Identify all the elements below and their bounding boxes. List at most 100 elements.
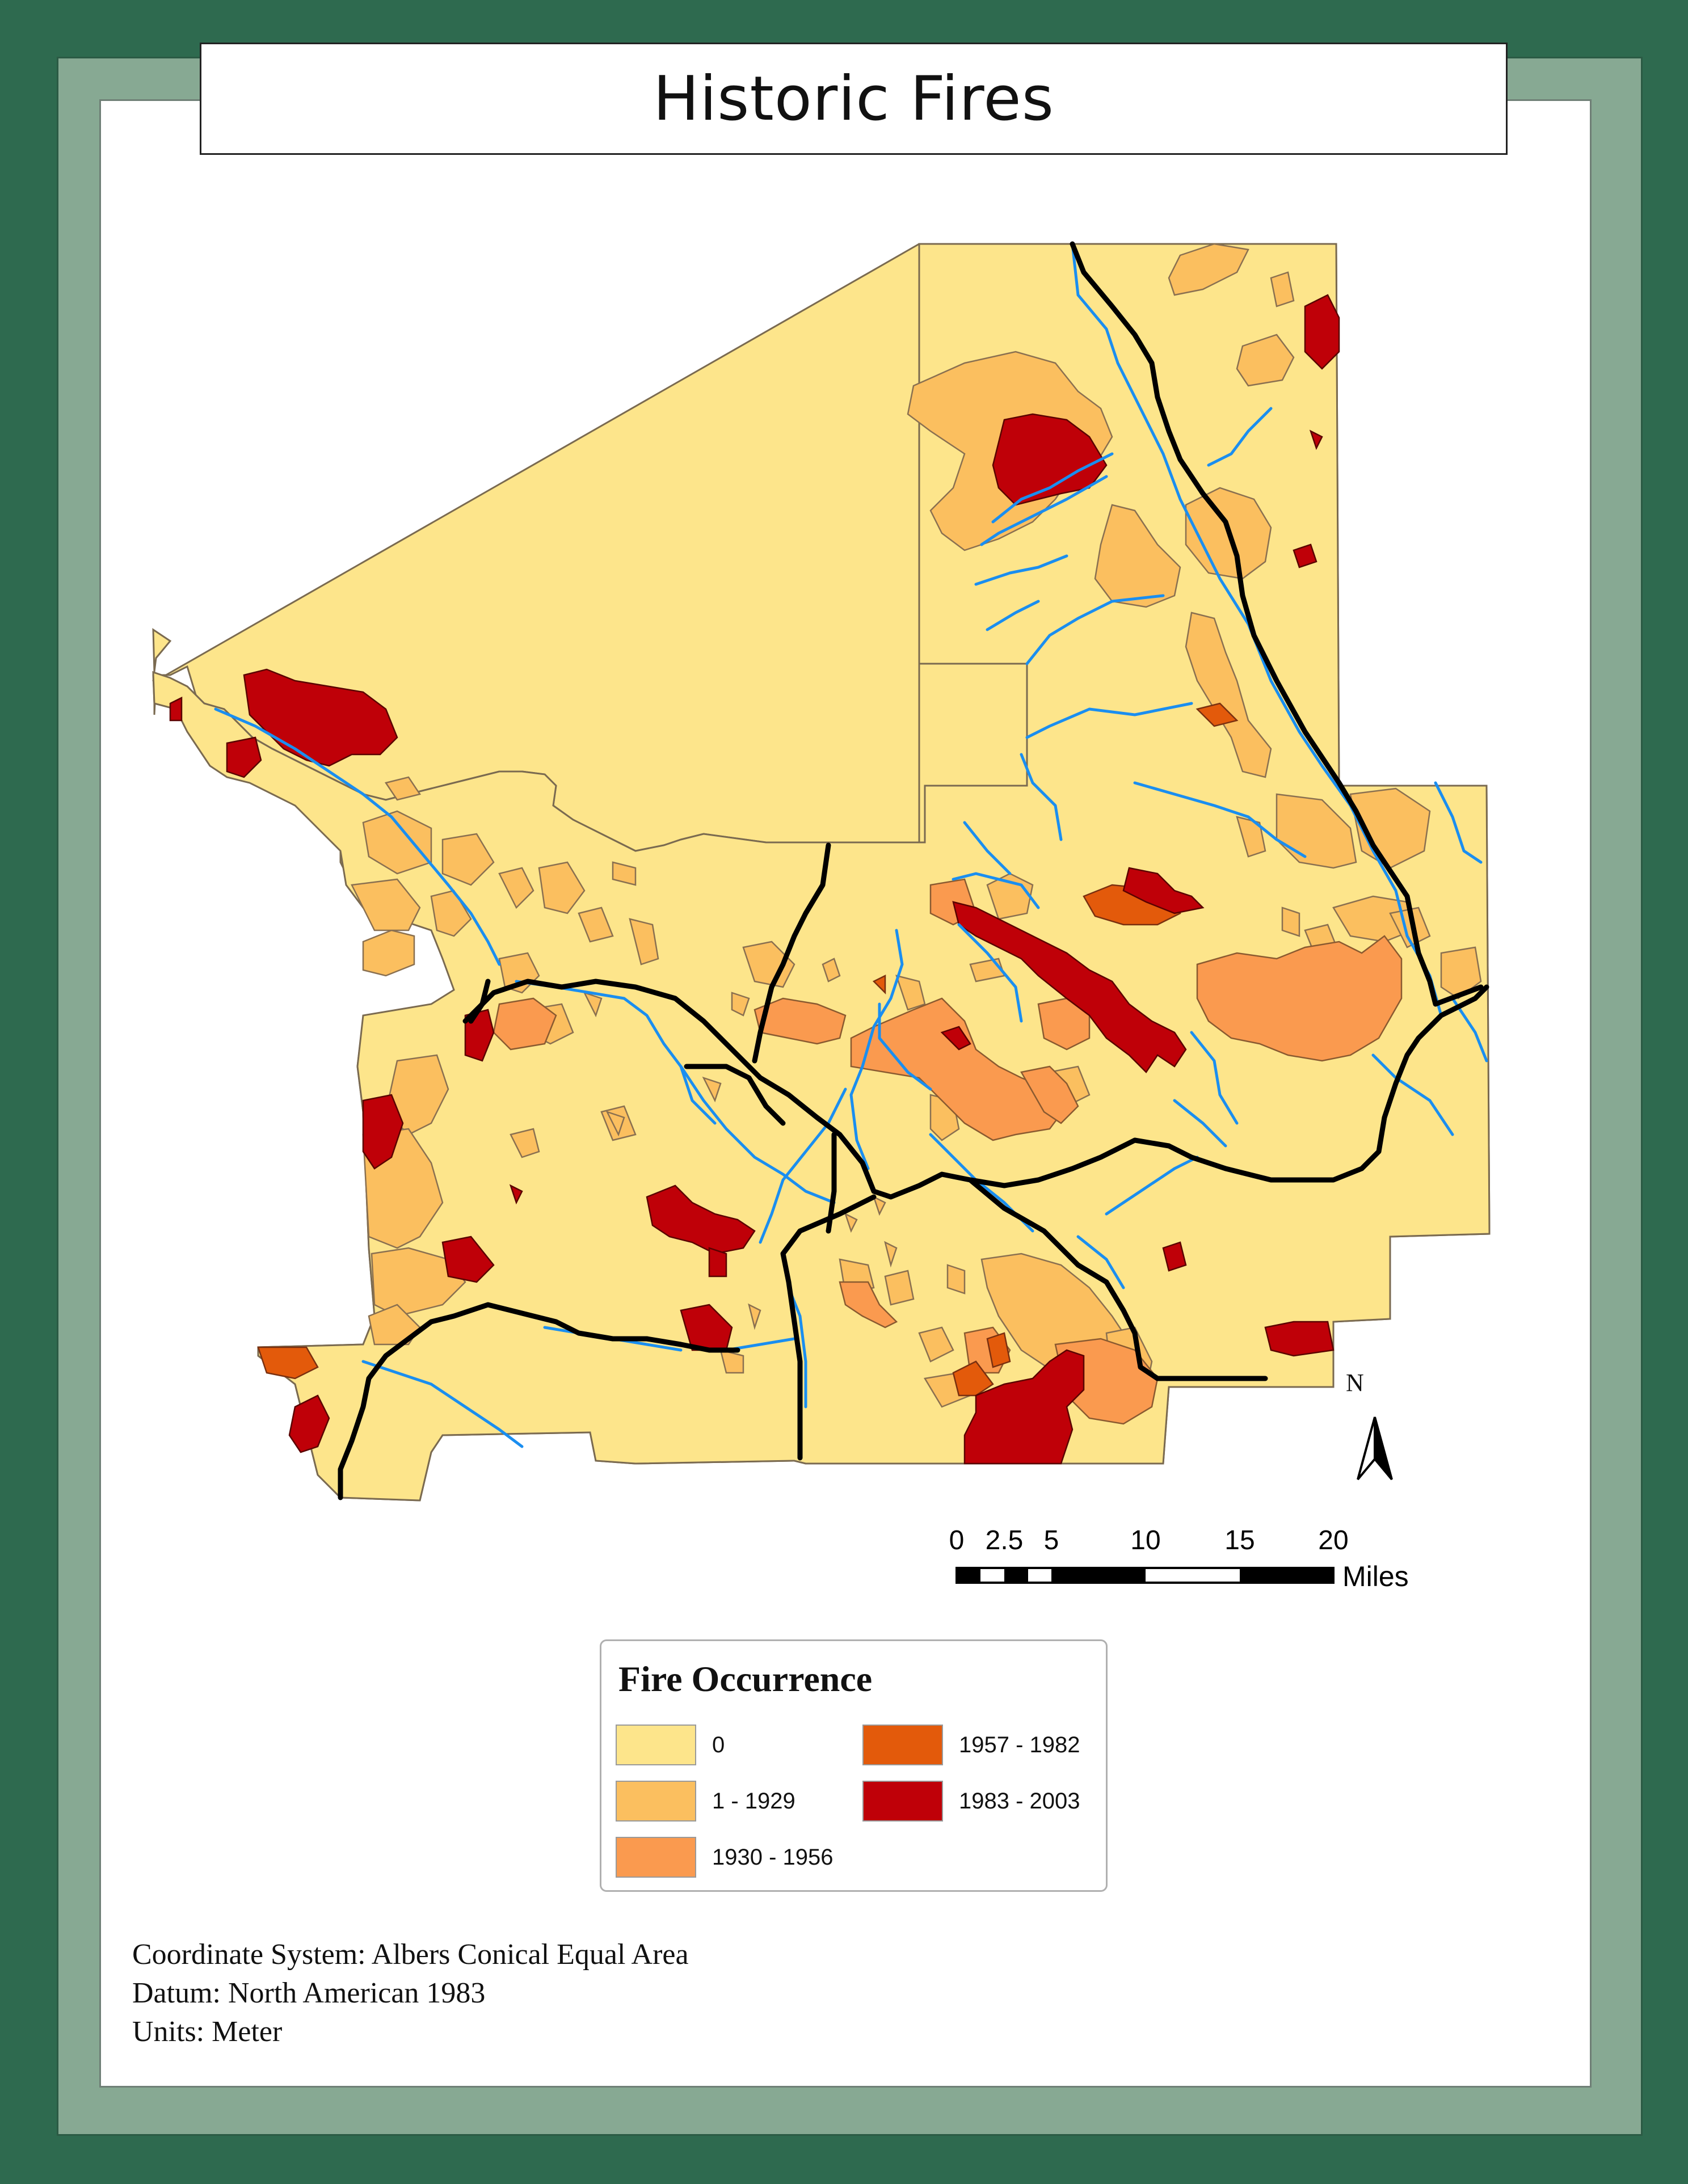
fire-polygon — [1094, 504, 1181, 608]
river — [1207, 407, 1273, 467]
fire-polygon — [538, 861, 586, 914]
fire-polygon — [578, 907, 614, 943]
fire-polygon — [731, 992, 750, 1017]
fire-polygon — [940, 1026, 971, 1051]
highway — [684, 1064, 786, 1126]
legend-item: 1 - 1929 — [616, 1781, 795, 1822]
legend-item: 1957 - 1982 — [862, 1725, 1080, 1765]
fire-zones-1983-2003 — [169, 294, 1340, 1465]
scale-bar-segment — [1240, 1568, 1333, 1583]
legend-label: 1957 - 1982 — [959, 1732, 1080, 1757]
river — [787, 1286, 807, 1409]
legend-label: 1983 - 2003 — [959, 1788, 1080, 1814]
river — [991, 452, 1114, 524]
fire-polygon — [963, 1349, 1085, 1465]
fire-polygon — [362, 810, 432, 875]
fire-polygon — [351, 878, 421, 931]
north-label: N — [1346, 1369, 1364, 1397]
fire-polygon — [362, 929, 415, 977]
fire-polygon — [288, 1394, 330, 1453]
highway — [967, 1177, 1268, 1381]
north-arrow — [1357, 1416, 1393, 1481]
fire-polygon — [583, 991, 603, 1018]
fire-polygon — [1304, 294, 1340, 370]
datum-text: Datum: North American 1983 — [132, 1977, 486, 2009]
fire-polygon — [850, 997, 1068, 1141]
legend-label: 1930 - 1956 — [712, 1844, 834, 1870]
legend-swatch — [862, 1781, 943, 1822]
scale-tick-label: 10 — [1130, 1525, 1161, 1555]
legend-item: 1983 - 2003 — [862, 1781, 1080, 1822]
scale-bar-segment — [1051, 1568, 1146, 1583]
scale-tick-label: 0 — [949, 1525, 965, 1555]
river — [957, 923, 1023, 1023]
fire-polygon — [1122, 867, 1205, 914]
river — [1076, 1235, 1125, 1289]
fire-polygon — [362, 1094, 404, 1170]
river — [963, 821, 1012, 875]
river — [986, 600, 1040, 631]
fire-polygon — [1293, 543, 1317, 568]
scale-bar — [955, 1567, 1335, 1584]
scale-bar-segment — [957, 1568, 980, 1583]
fire-polygon — [510, 1128, 540, 1158]
map-title: Historic Fires — [653, 63, 1055, 134]
river — [974, 554, 1068, 586]
legend-swatch — [616, 1725, 696, 1765]
scale-tick-label: 2.5 — [985, 1525, 1024, 1555]
scale-unit: Miles — [1342, 1561, 1409, 1592]
river — [1133, 781, 1307, 858]
river — [214, 707, 501, 966]
fire-polygon — [754, 997, 847, 1045]
fire-polygon — [708, 1247, 727, 1277]
fire-polygon — [371, 1247, 466, 1317]
fire-polygon — [384, 776, 422, 801]
fire-polygon — [605, 1110, 625, 1137]
highway — [752, 842, 831, 1064]
fire-polygon — [441, 833, 495, 886]
fire-polygon — [226, 736, 262, 778]
fire-polygon — [992, 413, 1108, 506]
fire-polygon — [986, 1332, 1011, 1368]
fire-polygon — [918, 1326, 954, 1363]
fire-polygon — [646, 1184, 756, 1255]
fire-polygon — [629, 918, 659, 965]
highway — [780, 1194, 877, 1461]
fire-polygon — [612, 861, 637, 886]
river — [849, 929, 904, 1170]
coordinate-system-text: Coordinate System: Albers Conical Equal … — [132, 1938, 689, 1971]
river — [1105, 1156, 1199, 1216]
fire-polygon — [884, 1241, 898, 1268]
highway — [462, 979, 1489, 1200]
river — [1025, 594, 1165, 665]
legend-item: 1930 - 1956 — [616, 1837, 834, 1878]
roads — [338, 241, 1489, 1500]
scale-tick-label: 15 — [1224, 1525, 1255, 1555]
legend-label: 0 — [712, 1732, 725, 1757]
river — [759, 1087, 847, 1244]
fire-polygon — [1270, 271, 1295, 307]
fire-polygon — [680, 1304, 733, 1351]
legend: Fire Occurrence 0 1 - 1929 1930 - 1956 1… — [600, 1639, 1108, 1892]
fire-polygon — [748, 1303, 761, 1330]
fire-polygon — [844, 1212, 858, 1233]
legend-swatch — [862, 1725, 943, 1765]
legend-label: 1 - 1929 — [712, 1788, 795, 1814]
river — [878, 1002, 932, 1091]
fire-polygon — [1264, 1321, 1335, 1357]
fire-polygon — [169, 696, 183, 722]
fire-polygon — [430, 889, 472, 937]
fire-polygon — [884, 1270, 915, 1306]
fire-polygon — [952, 1360, 994, 1397]
river — [1020, 753, 1063, 841]
river — [1190, 1031, 1239, 1125]
fire-polygon — [1168, 243, 1249, 296]
fire-polygon — [1281, 907, 1300, 937]
highway — [1070, 241, 1484, 1007]
fire-polygon — [872, 974, 886, 995]
units-text: Units: Meter — [132, 2016, 283, 2048]
river — [1434, 781, 1483, 864]
fire-polygon — [839, 1281, 898, 1329]
fire-polygon — [498, 867, 534, 909]
